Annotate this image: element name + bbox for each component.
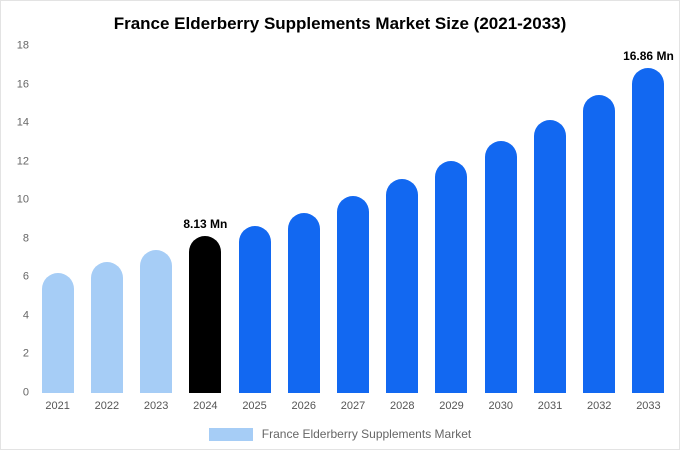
legend-label: France Elderberry Supplements Market: [261, 427, 472, 441]
bar-slot: [230, 46, 279, 393]
x-axis-label: 2023: [143, 400, 169, 412]
bar-2030: [484, 141, 517, 393]
bar-slot: [476, 46, 525, 393]
legend: France Elderberry Supplements Market: [1, 427, 679, 441]
x-axis-label: 2025: [242, 400, 267, 412]
y-axis-label: 8: [22, 232, 29, 245]
x-axis-label: 2021: [45, 400, 70, 412]
x-axis-label: 2028: [390, 400, 415, 412]
plot-area: 8.13 Mn 16.86 Mn: [33, 46, 674, 393]
bar-slot: 16.86 Mn: [623, 46, 674, 393]
bar-value-label: 8.13 Mn: [183, 217, 228, 232]
bar-slot: 8.13 Mn: [181, 46, 230, 393]
bar-slot: [378, 46, 427, 393]
x-axis-label: 2032: [586, 400, 612, 412]
x-axis-label: 2033: [636, 400, 661, 412]
x-axis-label: 2030: [488, 400, 513, 412]
bar-2025: [238, 226, 271, 393]
bar-2031: [533, 120, 566, 393]
y-axis-label: 16: [16, 78, 29, 91]
x-axis-label: 2024: [193, 400, 218, 412]
bar-slot: [525, 46, 574, 393]
bar-slot: [279, 46, 328, 393]
bar-slot: [82, 46, 131, 393]
bar-slot: [427, 46, 476, 393]
y-axis-label: 10: [16, 193, 29, 206]
bar-slot: [33, 46, 82, 393]
bar-2023: [140, 250, 173, 393]
bar-2027: [337, 196, 370, 393]
bar-2024: [189, 236, 222, 393]
x-axis-label: 2031: [537, 400, 563, 412]
x-axis-label: 2027: [340, 400, 366, 412]
y-axis-label: 12: [16, 155, 29, 168]
bar-slot: [575, 46, 624, 393]
bar-2028: [386, 179, 419, 393]
legend-swatch: [208, 427, 253, 441]
y-axis-label: 0: [22, 386, 29, 399]
y-axis-label: 18: [16, 39, 29, 52]
bar-2033: [632, 67, 665, 393]
bar-2026: [287, 212, 320, 393]
bar-slot: [328, 46, 377, 393]
x-axis-label: 2022: [94, 400, 120, 412]
bar-2032: [583, 95, 616, 393]
chart-body: 0 2 4 6 8 10 12 14 16 18 8.13 Mn 16.86 Mn: [9, 40, 674, 398]
bar-slot: [131, 46, 180, 393]
bar-2021: [41, 273, 74, 393]
y-axis-label: 4: [22, 309, 29, 322]
y-axis: 0 2 4 6 8 10 12 14 16 18: [9, 40, 33, 398]
x-axis-label: 2029: [439, 400, 464, 412]
chart-title: France Elderberry Supplements Market Siz…: [113, 14, 567, 33]
bar-2029: [435, 160, 468, 393]
x-axis: 2021 2022 2023 2024 2025 2026 2027 2028 2029 2030…: [33, 400, 673, 412]
y-axis-label: 14: [16, 116, 29, 129]
y-axis-label: 6: [22, 270, 29, 283]
bar-2022: [90, 261, 123, 393]
x-axis-label: 2026: [291, 400, 317, 412]
y-axis-label: 2: [22, 347, 29, 360]
bar-value-label: 16.86 Mn: [623, 48, 674, 63]
